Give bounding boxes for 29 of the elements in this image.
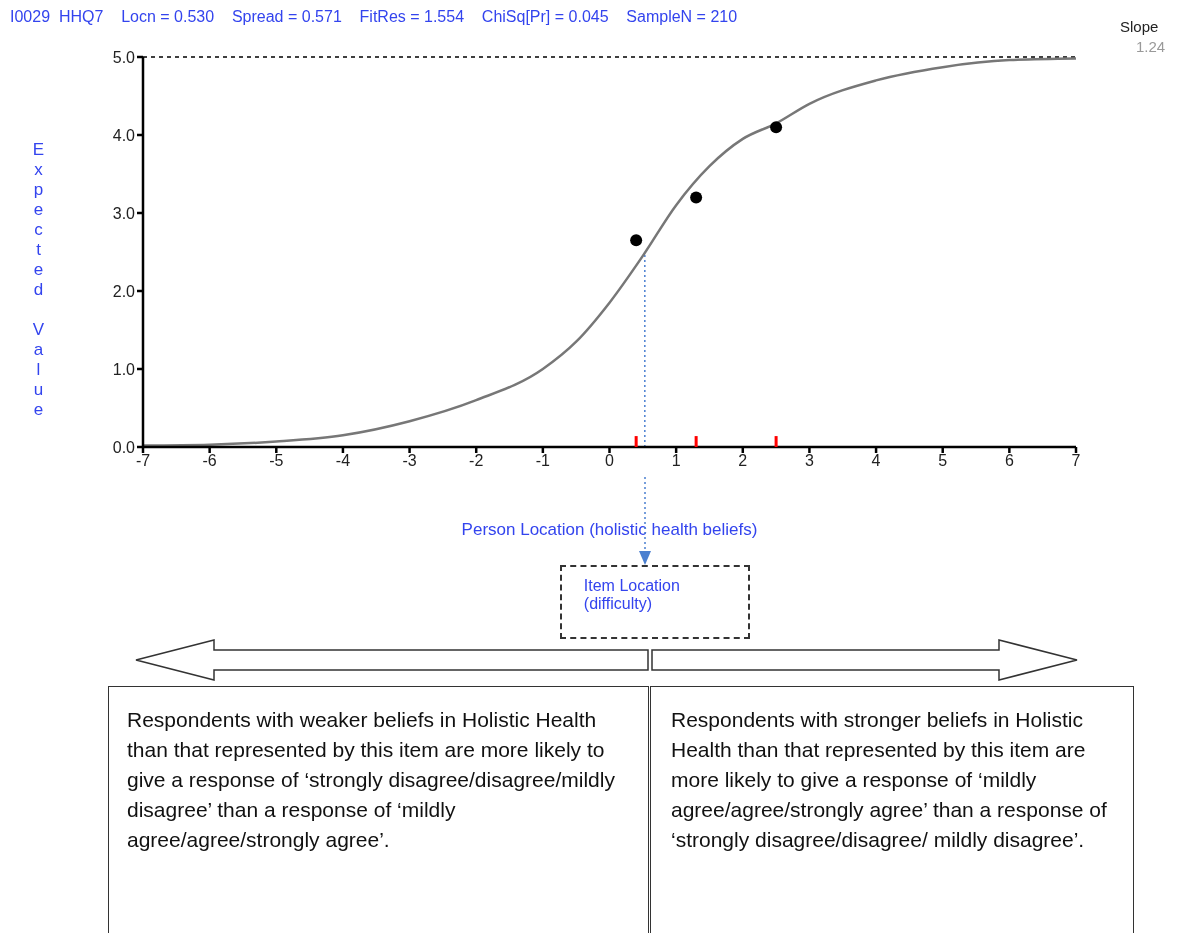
- y-tick-label: 3.0: [112, 204, 136, 222]
- x-tick-label: -3: [402, 452, 417, 470]
- text: Respondents with stronger beliefs in Holistic Health than that represented by this item are more likely to give a response of ‘mildly agree/agree/strongly agree’ than a response of ‘strongly disagree/disagree/ mildly disagree’.: [671, 707, 1108, 853]
- x-tick-label: 1: [671, 452, 681, 470]
- text: Item Location (difficulty): [583, 577, 681, 613]
- x-tick-label: 5: [938, 452, 948, 470]
- y-tick-label: 0.0: [112, 438, 136, 456]
- x-tick-label: -6: [202, 452, 217, 470]
- x-tick-label: 7: [1071, 452, 1081, 470]
- y-tick-label: 4.0: [112, 126, 136, 144]
- x-tick-label: 0: [605, 452, 615, 470]
- y-axis-title: Expected Value: [28, 140, 48, 420]
- y-tick-label: 2.0: [112, 282, 136, 300]
- text: Respondents with weaker beliefs in Holistic Health than that represented by this item are more likely to give a response of ‘strongly disagree/disagree/mildly disagree’ than a response of ‘mildly agree/agree/strongly agree’.: [127, 707, 616, 853]
- text: 1.24: [1136, 38, 1166, 55]
- x-tick-label: -1: [535, 452, 551, 470]
- x-tick-label: 2: [738, 452, 748, 470]
- chart-title: I0029 HHQ7 Locn = 0.530 Spread = 0.571 FitRes = 1.554 ChiSq[Pr] = 0.045 SampleN = 210: [10, 8, 738, 26]
- text: Slope: [1120, 18, 1159, 35]
- x-tick-label: -4: [335, 452, 351, 470]
- y-tick-label: 5.0: [112, 48, 136, 66]
- x-tick-label: -2: [469, 452, 484, 470]
- x-tick-label: -5: [269, 452, 284, 470]
- y-tick-label: 1.0: [112, 360, 136, 378]
- x-axis-title: Person Location (holistic health beliefs): [460, 520, 759, 540]
- x-tick-label: 4: [871, 452, 881, 470]
- x-tick-label: -7: [135, 452, 151, 470]
- x-tick-label: 6: [1004, 452, 1014, 470]
- x-tick-label: 3: [804, 452, 814, 470]
